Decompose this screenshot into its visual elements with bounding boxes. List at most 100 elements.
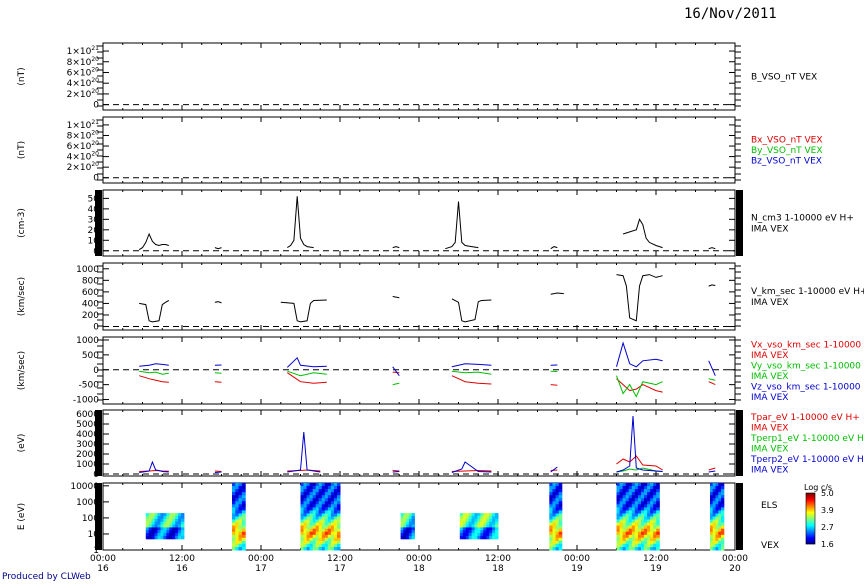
spectrogram-cell <box>552 483 557 487</box>
spectrogram-cell <box>552 525 557 530</box>
series-line-black <box>392 246 400 249</box>
spectrogram-cell <box>480 521 484 526</box>
spectrogram-cell <box>637 534 642 539</box>
y-tick-label: 1×1021 <box>67 45 100 57</box>
spectrogram-cell <box>238 534 243 539</box>
spectrogram-cell <box>175 521 179 526</box>
spectrogram-cell <box>175 515 179 520</box>
spectrogram-cell <box>650 516 654 520</box>
spectrogram-cell <box>318 501 323 505</box>
spectrogram-cell <box>619 510 624 514</box>
spectrogram-cell <box>327 483 332 487</box>
spectrogram-cell <box>656 507 660 511</box>
spectrogram-cell <box>330 501 335 505</box>
spectrogram-cell <box>312 543 317 548</box>
spectrogram-cell <box>710 528 714 533</box>
spectrogram-cell <box>151 515 156 520</box>
colorbar-cell <box>806 530 815 532</box>
spectrogram-cell <box>312 534 317 539</box>
spectrogram-cell <box>303 525 307 530</box>
spectrogram-cell <box>555 534 560 539</box>
spectrogram-cell <box>330 489 335 493</box>
spectrogram-cell <box>337 516 341 520</box>
spectrogram-cell <box>303 534 307 539</box>
series-line-green <box>392 382 400 386</box>
spectrogram-cell <box>241 540 246 545</box>
spectrogram-cell <box>552 531 557 536</box>
spectrogram-cell <box>235 537 240 542</box>
spectrogram-cell <box>235 522 240 527</box>
spectrogram-cell <box>656 528 660 533</box>
spectrogram-cell <box>715 489 719 493</box>
spectrogram-cell <box>471 530 475 534</box>
spectrogram-cell <box>721 547 725 551</box>
spectrogram-cell <box>718 543 722 548</box>
day-label: 19 <box>571 564 583 574</box>
spectrogram-cell <box>468 518 472 523</box>
spectrogram-cell <box>637 507 642 511</box>
spectrogram-cell <box>330 531 335 536</box>
y-tick-label: 2×1020 <box>67 88 100 100</box>
spectrogram-cell <box>715 492 719 496</box>
spectrogram-cell <box>411 521 415 526</box>
spectrogram-cell <box>712 534 716 539</box>
spectrogram-cell <box>157 515 161 520</box>
spectrogram-cell <box>312 489 317 493</box>
y-tick-label: 0 <box>93 366 99 376</box>
spectrogram-cell <box>172 513 176 517</box>
spectrogram-cell <box>715 519 719 523</box>
spectrogram-cell <box>459 527 464 531</box>
spectrogram-cell <box>148 521 153 526</box>
spectrogram-cell <box>312 486 317 490</box>
spectrogram-cell <box>656 495 660 499</box>
spectrogram-cell <box>324 507 329 511</box>
spectrogram-cell <box>411 515 415 520</box>
spectrogram-cell <box>721 486 725 490</box>
spectrogram-cell <box>619 492 624 496</box>
colorbar-cell <box>806 500 815 502</box>
spectrogram-cell <box>169 513 173 517</box>
panel-frame <box>102 262 736 331</box>
spectrogram-cell <box>408 533 413 537</box>
spectrogram-cell <box>400 535 404 540</box>
colorbar-tick-label: 2.7 <box>821 523 834 532</box>
spectrogram-cell <box>303 516 307 520</box>
spectrogram-cell <box>306 492 311 496</box>
spectrogram-block <box>300 483 341 551</box>
spectrogram-cell <box>321 534 326 539</box>
spectrogram-cell <box>715 531 719 536</box>
panel-frame <box>102 409 736 477</box>
spectrogram-cell <box>181 524 185 528</box>
spectrogram-cell <box>637 547 642 551</box>
series-line-black <box>214 247 222 250</box>
spectrogram-cell <box>300 504 304 508</box>
spectrogram-cell <box>178 535 182 540</box>
spectrogram-cell <box>235 547 240 551</box>
spectrogram-cell <box>492 518 496 523</box>
spectrogram-cell <box>555 489 560 493</box>
side-bar <box>95 190 102 256</box>
spectrogram-cell <box>552 547 557 551</box>
spectrogram-cell <box>628 547 633 551</box>
spectrogram-cell <box>647 486 651 490</box>
spectrogram-cell <box>312 495 317 499</box>
colorbar: Log c/s5.0 3.9 2.7 1.6 <box>804 483 834 549</box>
spectrogram-cell <box>309 483 314 487</box>
spectrogram-cell <box>653 537 657 542</box>
spectrogram-cell <box>616 486 621 490</box>
spectrogram-cell <box>241 507 246 511</box>
spectrogram-cell <box>459 535 464 540</box>
spectrogram-cell <box>622 525 627 530</box>
spectrogram-cell <box>232 501 236 505</box>
spectrogram-cell <box>631 547 636 551</box>
spectrogram-cell <box>628 534 633 539</box>
spectrogram-cell <box>157 530 161 534</box>
spectrogram-cell <box>400 533 404 537</box>
series-line-green <box>287 370 327 377</box>
series-line-red <box>139 375 169 383</box>
spectrogram-cell <box>710 531 714 536</box>
spectrogram-cell <box>303 507 307 511</box>
spectrogram-cell <box>151 527 156 531</box>
spectrogram-cell <box>151 521 156 526</box>
spectrogram-cell <box>330 483 335 487</box>
